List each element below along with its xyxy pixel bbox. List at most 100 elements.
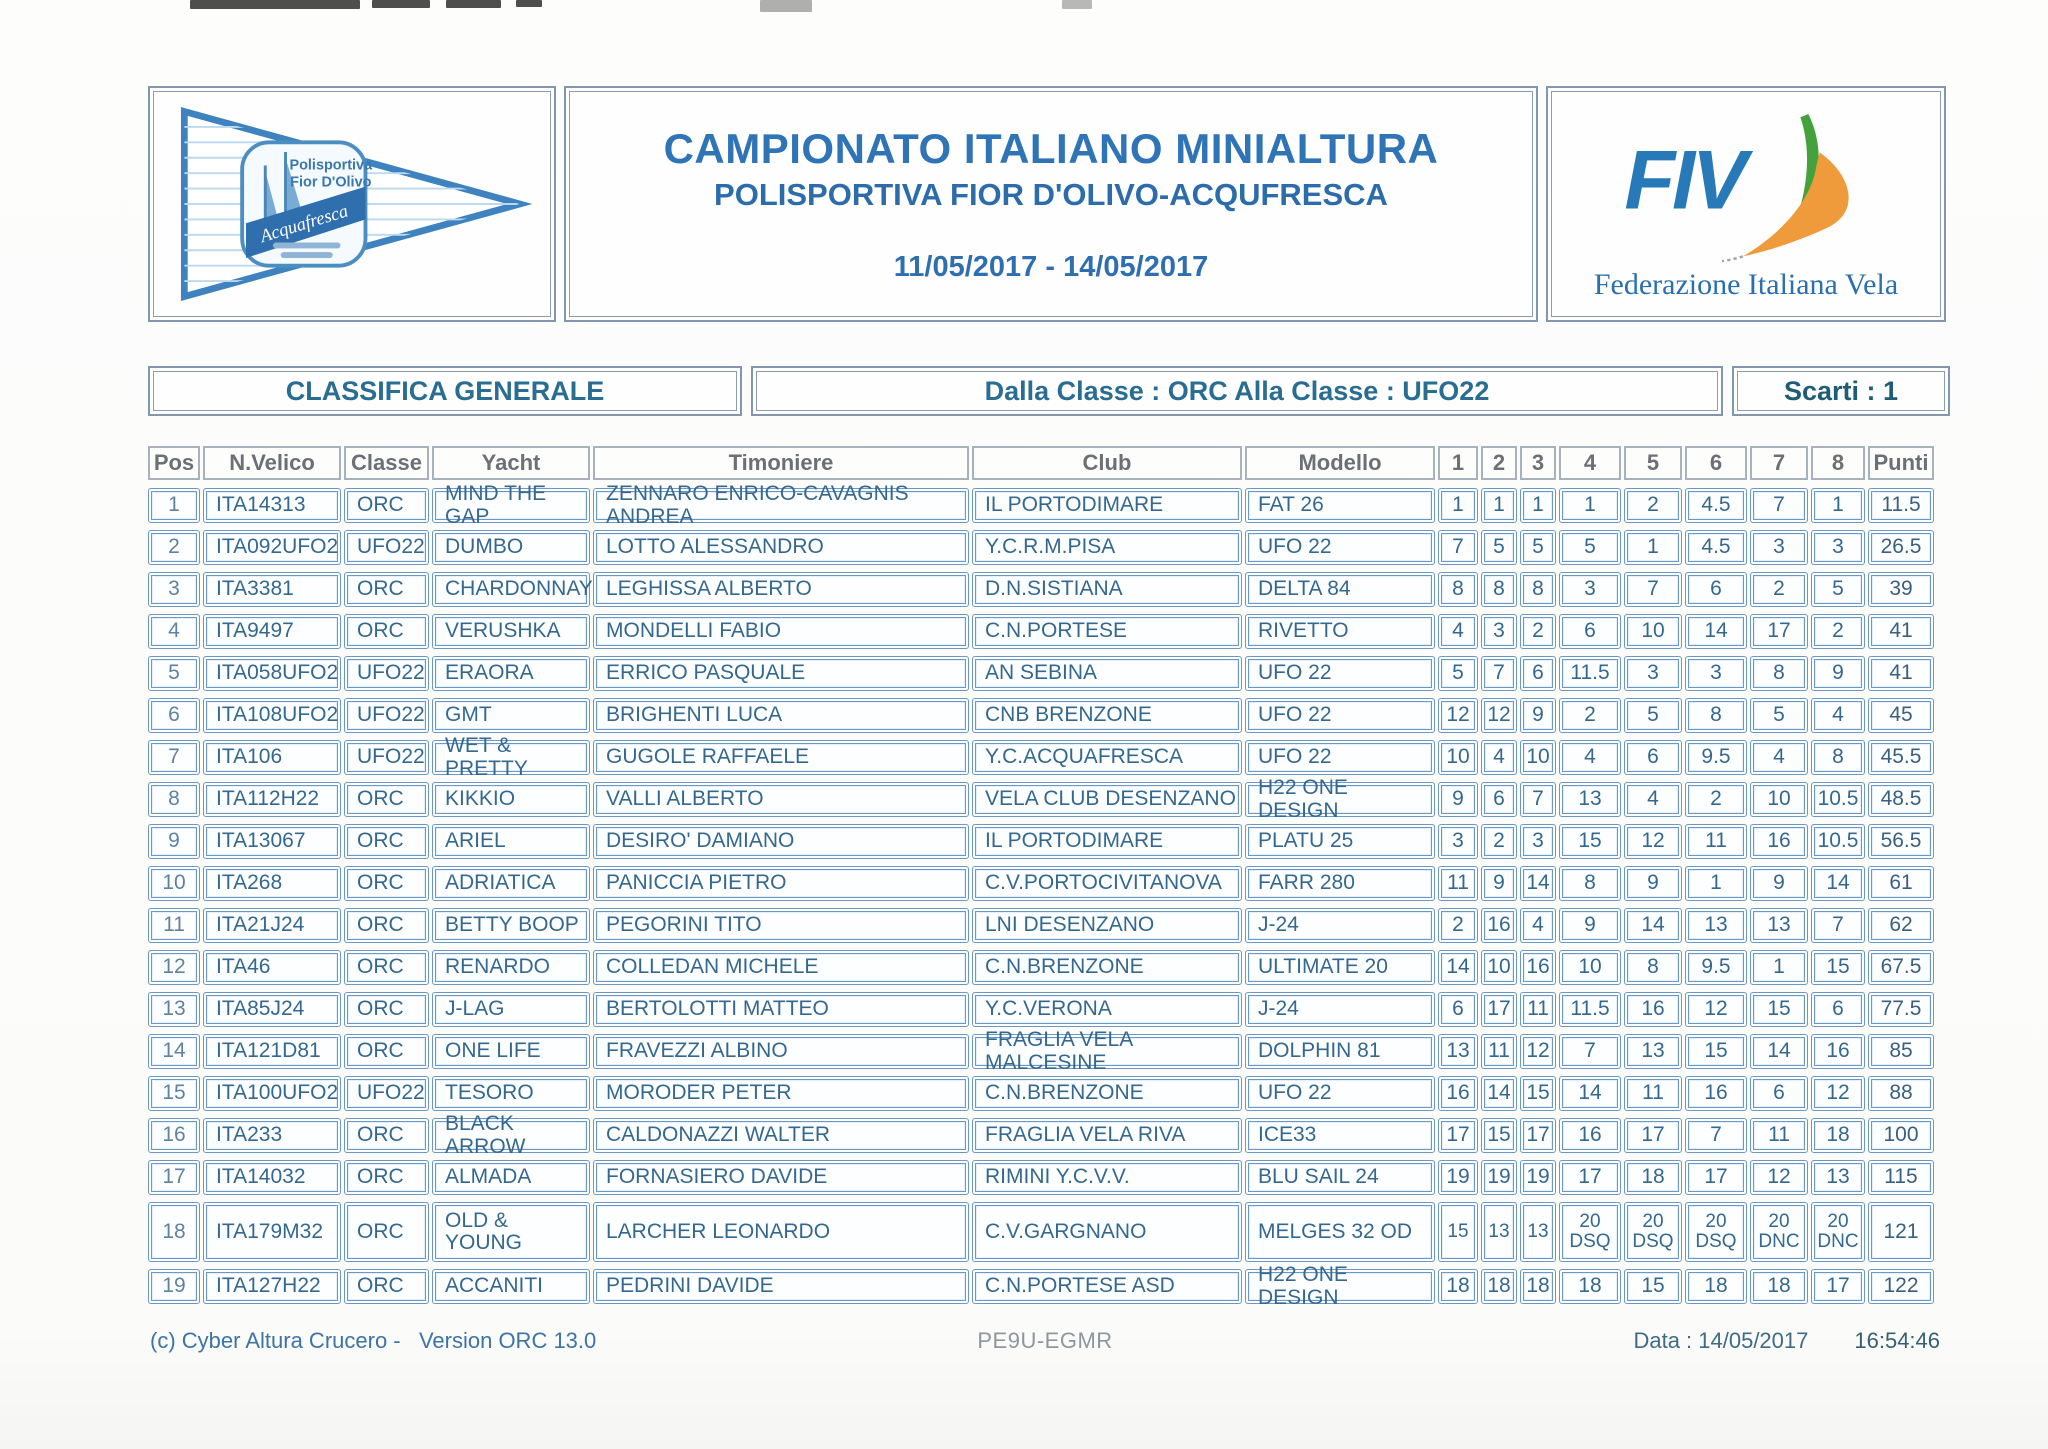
cell: 11.5 [1868,488,1934,523]
cell: DOLPHIN 81 [1245,1034,1435,1069]
cell: 20 DSQ [1685,1202,1747,1262]
classification-title-box: CLASSIFICA GENERALE [148,366,742,416]
cell: 10 [148,866,200,901]
table-row: 14 ITA121D81 ORC ONE LIFE FRAVEZZI ALBINO FRA… [148,1029,1938,1073]
cell: 6 [1624,740,1682,775]
fiv-orange-sail [1742,152,1849,257]
cell: 11 [1685,824,1747,859]
cell: 13 [1685,908,1747,943]
cell: 3 [148,572,200,607]
cell: ITA058UFO2 [203,656,341,691]
cell: 18 [1520,1269,1556,1304]
column-header-timoniere: Timoniere [593,446,969,480]
cell: 17 [1685,1160,1747,1195]
cell: ITA268 [203,866,341,901]
cell: 4.5 [1685,530,1747,565]
cell: FORNASIERO DAVIDE [593,1160,969,1195]
cell: 2 [1811,614,1865,649]
discards-box: Scarti : 1 [1732,366,1950,416]
pennant-small-text [272,242,341,249]
cell: UFO22 [344,530,429,565]
cell: RENARDO [432,950,590,985]
cell: BETTY BOOP [432,908,590,943]
cell: 1 [148,488,200,523]
cell: IL PORTODIMARE [972,824,1242,859]
column-header-classe: Classe [344,446,429,480]
cell: Y.C.R.M.PISA [972,530,1242,565]
cell: J-24 [1245,992,1435,1027]
cell: ITA233 [203,1118,341,1153]
cell: MELGES 32 OD [1245,1202,1435,1262]
cell: 14 [1811,866,1865,901]
cell: BRIGHENTI LUCA [593,698,969,733]
pennant-club-name-1: Polisportiva [289,157,373,173]
cell: 12 [1750,1160,1808,1195]
cell: C.V.PORTOCIVITANOVA [972,866,1242,901]
cell: DELTA 84 [1245,572,1435,607]
software-credit: (c) Cyber Altura Crucero - Version ORC 1… [150,1328,597,1353]
cell: ORC [344,1118,429,1153]
cell: 3 [1750,530,1808,565]
cell: IL PORTODIMARE [972,488,1242,523]
cell: 5 [1520,530,1556,565]
cell: 56.5 [1868,824,1934,859]
cell: ERRICO PASQUALE [593,656,969,691]
table-row: 11 ITA21J24 ORC BETTY BOOP PEGORINI TITO LNI … [148,908,1938,943]
cell: C.N.BRENZONE [972,950,1242,985]
cell: 4 [1438,614,1478,649]
cell: VALLI ALBERTO [593,782,969,817]
cell: 13 [1520,1202,1556,1262]
column-header-yacht: Yacht [432,446,590,480]
cell: 20 DSQ [1559,1202,1621,1262]
cell: 4 [148,614,200,649]
event-title-box: CAMPIONATO ITALIANO MINIALTURA POLISPORT… [564,86,1538,322]
cell: 85 [1868,1034,1934,1069]
column-header-4: 4 [1559,446,1621,480]
cell: ULTIMATE 20 [1245,950,1435,985]
cell: 12 [148,950,200,985]
cell: FRAGLIA VELA MALCESINE [972,1029,1242,1073]
cell: C.N.BRENZONE [972,1076,1242,1111]
cell: 5 [1750,698,1808,733]
cell: ORC [344,992,429,1027]
cell: 9 [1438,782,1478,817]
cell: 77.5 [1868,992,1934,1027]
cell: 17 [1559,1160,1621,1195]
column-header-1: 1 [1438,446,1478,480]
cell: ITA13067 [203,824,341,859]
cell: 18 [1559,1269,1621,1304]
fiv-caption: Federazione Italiana Vela [1593,268,1899,301]
table-row: 17 ITA14032 ORC ALMADA FORNASIERO DAVIDE RIMI… [148,1160,1938,1195]
cell: 12 [1811,1076,1865,1111]
cell: ITA21J24 [203,908,341,943]
cell: ERAORA [432,656,590,691]
cell: 6 [1520,656,1556,691]
cell: ORC [344,1160,429,1195]
cell: 8 [148,782,200,817]
cell: 4 [1624,782,1682,817]
table-row: 1 ITA14313 ORC MIND THE GAP ZENNARO ENRICO-C… [148,483,1938,527]
cell: 115 [1868,1160,1934,1195]
cell: 122 [1868,1269,1934,1304]
cell: 62 [1868,908,1934,943]
cell: 48.5 [1868,782,1934,817]
cell: ORC [344,950,429,985]
cell: ITA14032 [203,1160,341,1195]
cell: 17 [1750,614,1808,649]
column-header-7: 7 [1750,446,1808,480]
cell: 8 [1750,656,1808,691]
cell: C.N.PORTESE [972,614,1242,649]
fiv-logo: FIV [1624,114,1849,263]
cell: FRAGLIA VELA RIVA [972,1118,1242,1153]
cell: MORODER PETER [593,1076,969,1111]
cell: 15 [1481,1118,1517,1153]
cell: 7 [1685,1118,1747,1153]
table-row: 13 ITA85J24 ORC J-LAG BERTOLOTTI MATTEO Y.C.V… [148,992,1938,1027]
cell: 8 [1520,572,1556,607]
cell: 12 [1438,698,1478,733]
cell: 3 [1559,572,1621,607]
column-header-n-velico: N.Velico [203,446,341,480]
cell: 7 [1481,656,1517,691]
cell: ORC [344,824,429,859]
cell: ORC [344,488,429,523]
